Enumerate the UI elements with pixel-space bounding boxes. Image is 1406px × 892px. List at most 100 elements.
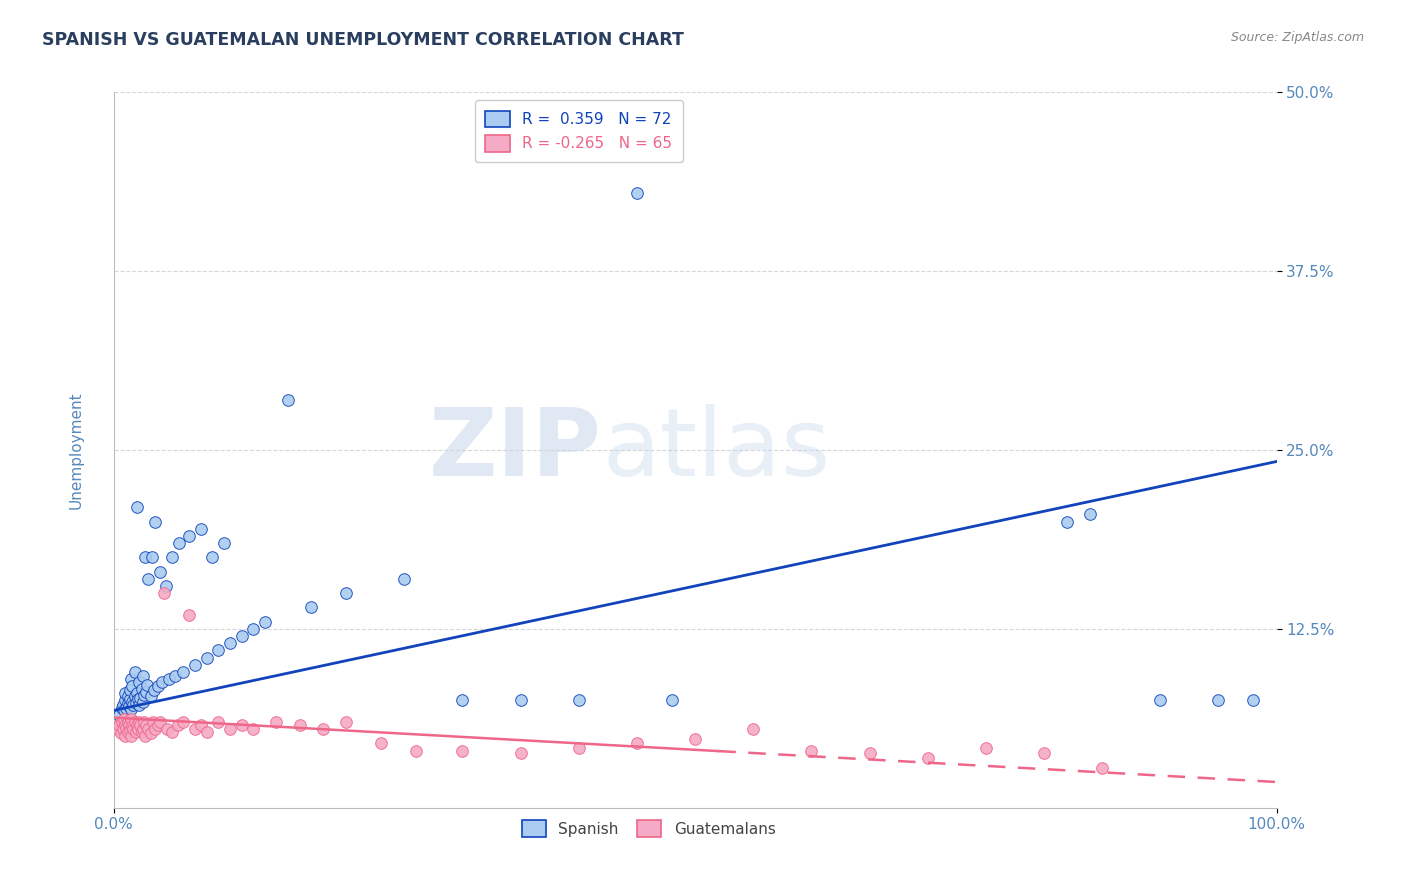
Point	[112, 703, 135, 717]
Point	[145, 722, 167, 736]
Point	[917, 750, 939, 764]
Point	[131, 722, 153, 736]
Point	[111, 714, 134, 729]
Point	[121, 719, 143, 733]
Point	[129, 690, 152, 705]
Point	[160, 725, 183, 739]
Point	[131, 695, 153, 709]
Point	[118, 692, 141, 706]
Point	[179, 529, 201, 543]
Point	[201, 550, 224, 565]
Point	[1056, 515, 1078, 529]
Point	[132, 688, 155, 702]
Point	[108, 718, 131, 732]
Point	[166, 718, 188, 732]
Point	[266, 714, 288, 729]
Point	[145, 515, 167, 529]
Point	[179, 607, 201, 622]
Point	[117, 714, 139, 729]
Point	[125, 718, 148, 732]
Point	[160, 550, 183, 565]
Point	[742, 722, 765, 736]
Point	[152, 674, 174, 689]
Point	[509, 747, 531, 761]
Point	[122, 698, 145, 712]
Point	[451, 743, 474, 757]
Point	[149, 714, 172, 729]
Point	[120, 712, 142, 726]
Point	[136, 678, 159, 692]
Point	[683, 732, 706, 747]
Point	[108, 707, 131, 722]
Point	[131, 681, 153, 696]
Point	[139, 726, 162, 740]
Point	[146, 718, 169, 732]
Point	[335, 714, 357, 729]
Point	[121, 695, 143, 709]
Point	[127, 692, 149, 706]
Point	[111, 700, 134, 714]
Point	[405, 743, 427, 757]
Point	[195, 725, 218, 739]
Point	[156, 722, 179, 736]
Point	[190, 522, 212, 536]
Point	[146, 679, 169, 693]
Point	[134, 550, 156, 565]
Point	[105, 722, 128, 736]
Point	[207, 714, 229, 729]
Point	[155, 579, 177, 593]
Point	[118, 683, 141, 698]
Point	[135, 718, 157, 732]
Point	[114, 693, 136, 707]
Point	[1208, 693, 1230, 707]
Point	[127, 722, 149, 736]
Point	[124, 665, 146, 679]
Point	[114, 718, 136, 732]
Point	[124, 689, 146, 703]
Point	[1080, 508, 1102, 522]
Point	[231, 629, 253, 643]
Point	[118, 699, 141, 714]
Point	[138, 722, 160, 736]
Point	[128, 698, 150, 712]
Point	[509, 693, 531, 707]
Point	[858, 747, 880, 761]
Point	[115, 700, 138, 714]
Point	[117, 725, 139, 739]
Point	[112, 712, 135, 726]
Point	[139, 689, 162, 703]
Point	[195, 650, 218, 665]
Point	[118, 723, 141, 738]
Point	[111, 698, 134, 712]
Point	[231, 718, 253, 732]
Point	[125, 725, 148, 739]
Point	[253, 615, 276, 629]
Point	[120, 729, 142, 743]
Point	[149, 565, 172, 579]
Point	[172, 665, 194, 679]
Point	[121, 679, 143, 693]
Point	[219, 722, 242, 736]
Point	[110, 726, 132, 740]
Point	[128, 674, 150, 689]
Point	[120, 672, 142, 686]
Point	[117, 696, 139, 710]
Point	[312, 722, 335, 736]
Point	[207, 643, 229, 657]
Point	[212, 536, 235, 550]
Point	[122, 722, 145, 736]
Point	[661, 693, 683, 707]
Point	[1241, 693, 1264, 707]
Point	[370, 736, 392, 750]
Text: atlas: atlas	[602, 404, 831, 496]
Text: Source: ZipAtlas.com: Source: ZipAtlas.com	[1230, 31, 1364, 45]
Point	[129, 718, 152, 732]
Text: Unemployment: Unemployment	[69, 392, 84, 508]
Point	[172, 714, 194, 729]
Point	[131, 669, 153, 683]
Point	[288, 718, 311, 732]
Point	[111, 722, 134, 736]
Point	[159, 672, 181, 686]
Point	[135, 685, 157, 699]
Point	[128, 714, 150, 729]
